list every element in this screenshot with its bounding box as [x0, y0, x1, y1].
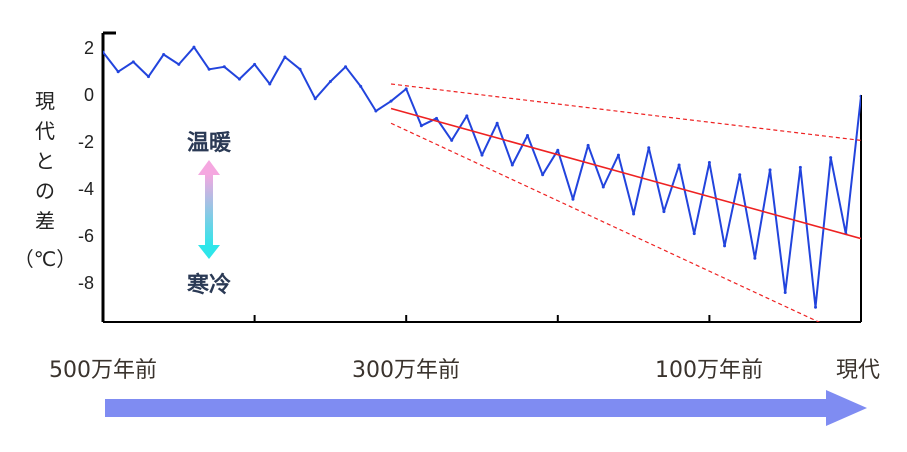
data-point: [192, 45, 196, 49]
data-point: [677, 163, 681, 167]
data-point: [298, 67, 302, 71]
y-axis-label: 現 代 と の 差 （℃）: [14, 89, 76, 271]
data-point: [374, 109, 378, 113]
data-point: [177, 62, 181, 66]
warm-cold-arrow-icon: [198, 160, 220, 259]
y-tick-label: -4: [78, 179, 94, 199]
series-group: [103, 45, 861, 309]
time-arrow-icon: [105, 390, 867, 426]
warm-label: 温暖: [187, 131, 232, 156]
cold-label: 寒冷: [187, 272, 231, 298]
data-point: [510, 163, 514, 167]
data-point: [783, 291, 787, 295]
data-point: [601, 185, 605, 189]
x-tick-label-now: 現代: [836, 358, 880, 383]
data-point: [768, 168, 772, 172]
y-tick-label: 0: [84, 85, 94, 105]
data-point: [404, 87, 408, 91]
x-tick-label-500: 500万年前: [49, 358, 157, 383]
data-point: [162, 53, 166, 57]
data-point: [571, 197, 575, 201]
data-point: [131, 60, 135, 64]
data-point: [632, 212, 636, 216]
y-axis-label-char: （℃）: [14, 247, 76, 271]
data-point: [253, 62, 257, 66]
y-tick-label: -2: [78, 132, 94, 152]
y-tick-label: -8: [78, 273, 94, 293]
y-axis-label-char: 現: [35, 89, 55, 113]
data-point: [328, 80, 332, 84]
data-point: [753, 256, 757, 260]
data-point: [859, 94, 861, 98]
x-tick-label-300: 300万年前: [352, 358, 460, 383]
data-point: [359, 84, 363, 88]
trend-line: [390, 107, 861, 240]
y-axis-label-char: の: [35, 179, 55, 203]
data-point: [541, 173, 545, 177]
data-point: [146, 75, 150, 79]
data-point: [586, 143, 590, 147]
data-point: [662, 210, 666, 214]
data-point: [465, 114, 469, 118]
data-point: [692, 232, 696, 236]
y-tick-labels: 2 0 -2 -4 -6 -8: [78, 38, 94, 293]
data-point: [344, 65, 348, 69]
y-tick-label: 2: [84, 38, 94, 58]
data-point: [116, 70, 120, 74]
y-tick-label: -6: [78, 226, 94, 246]
data-point: [707, 161, 711, 165]
data-point: [313, 97, 317, 101]
y-axis-label-char: と: [35, 149, 55, 173]
data-point: [435, 116, 439, 120]
data-point: [283, 55, 287, 59]
data-point: [222, 65, 226, 69]
data-point: [495, 121, 499, 125]
data-point: [268, 82, 272, 86]
trend-envelope-line: [390, 122, 821, 322]
y-axis-label-char: 代: [35, 119, 55, 143]
data-point: [450, 138, 454, 142]
data-point: [419, 124, 423, 128]
trend-group: [390, 83, 861, 322]
data-point: [525, 134, 529, 138]
data-point: [829, 156, 833, 160]
data-point: [480, 153, 484, 157]
data-point: [616, 153, 620, 157]
data-point: [556, 148, 560, 152]
data-point: [237, 77, 241, 81]
x-tick-label-100: 100万年前: [655, 358, 763, 383]
data-point: [723, 244, 727, 248]
x-ticks: [102, 315, 862, 322]
trend-envelope-line: [390, 83, 861, 142]
data-point: [814, 305, 818, 309]
data-point: [207, 67, 211, 71]
data-point: [389, 99, 393, 103]
data-point: [103, 50, 105, 54]
data-point: [738, 173, 742, 177]
data-point: [647, 146, 651, 150]
y-axis-label-char: 差: [35, 209, 55, 233]
temperature-series-line: [103, 46, 861, 309]
data-point: [798, 165, 802, 169]
